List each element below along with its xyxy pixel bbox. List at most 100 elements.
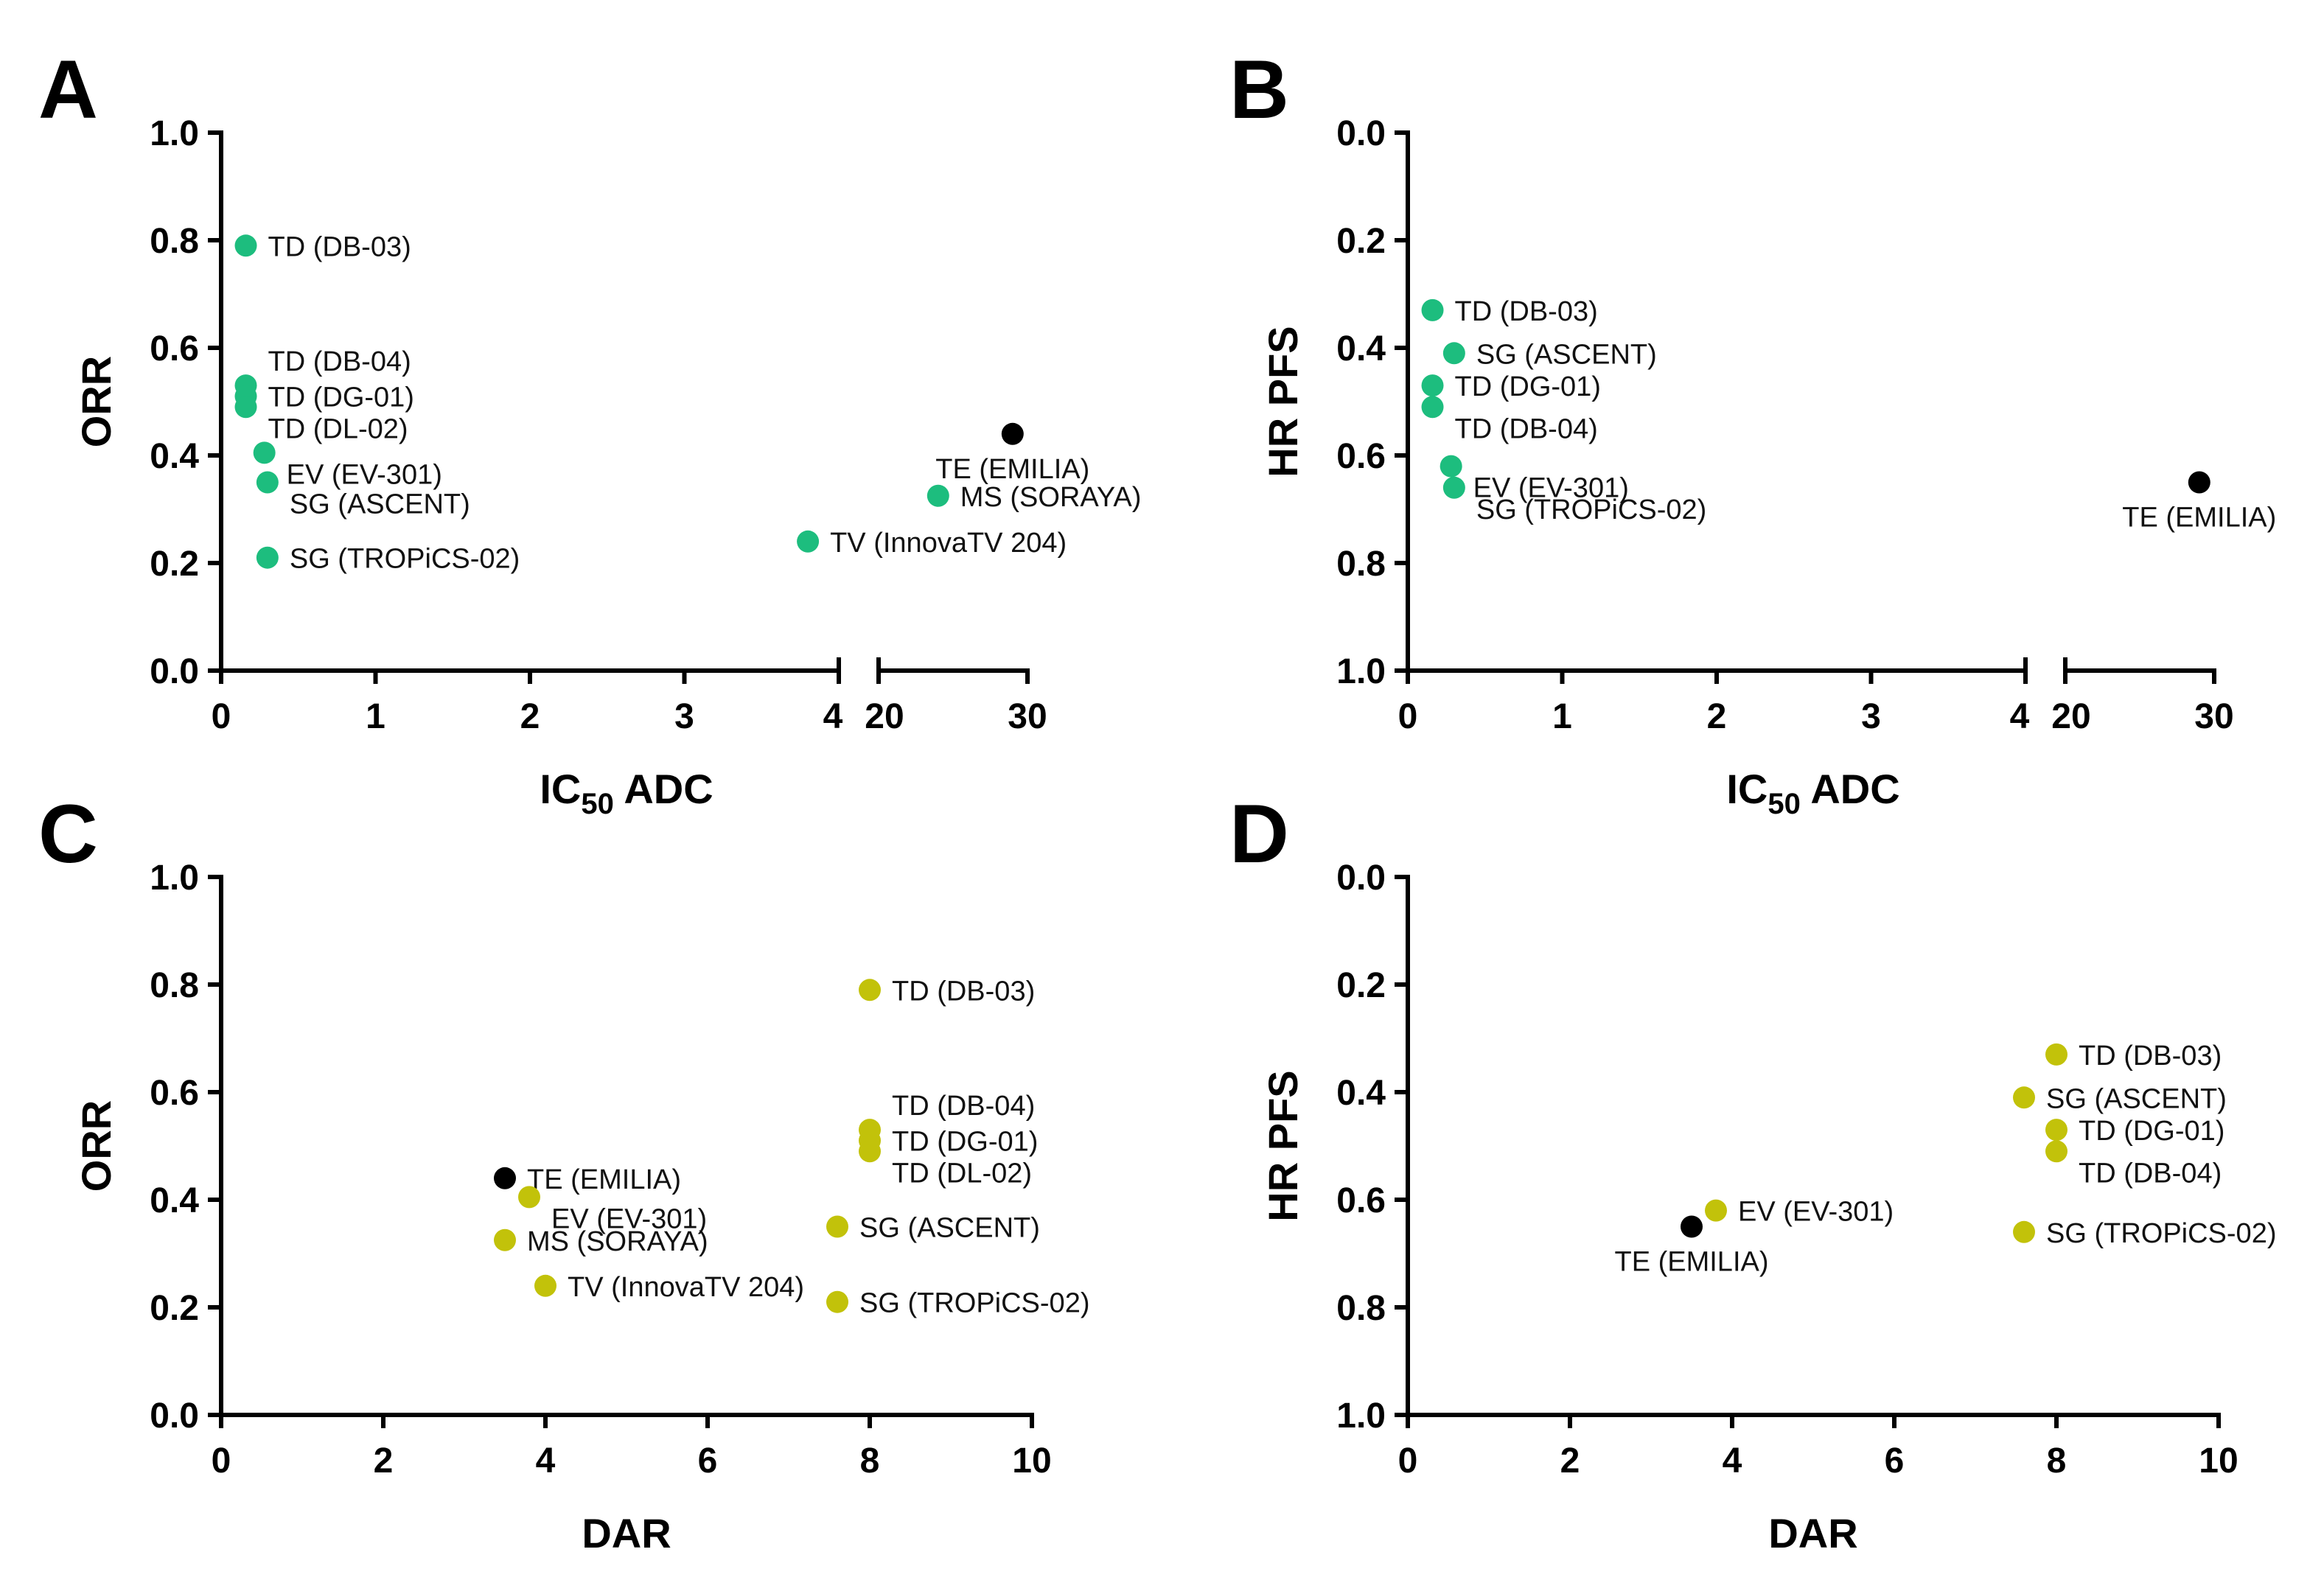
x-tick-label: 4 [2010, 697, 2030, 736]
y-tick-label: 1.0 [1336, 1397, 1386, 1436]
panel-letter: C [38, 788, 98, 880]
data-label: TD (DG-01) [892, 1127, 1038, 1158]
x-tick-label: 6 [1885, 1441, 1905, 1481]
x-tick-label: 0 [212, 697, 231, 736]
data-point [1001, 422, 1024, 445]
data-point [1421, 298, 1444, 321]
x-axis-title: IC50 ADC [540, 766, 713, 820]
data-point [1442, 342, 1465, 365]
x-tick-label: 1 [366, 697, 385, 736]
x-tick-label: 2 [520, 697, 540, 736]
y-tick-label: 0.2 [150, 545, 199, 584]
y-tick-label: 0.8 [150, 966, 199, 1005]
panel-letter: A [38, 43, 98, 136]
data-point [1705, 1199, 1727, 1222]
data-label: TV (InnovaTV 204) [568, 1272, 804, 1303]
data-point [234, 234, 257, 257]
y-tick-label: 1.0 [150, 114, 199, 153]
data-point [859, 1140, 881, 1163]
x-tick-label: 0 [212, 1441, 231, 1481]
x-tick-label: 4 [823, 697, 843, 736]
y-tick-label: 0.4 [1336, 1074, 1386, 1113]
x-axis-title-main: DAR [582, 1510, 671, 1556]
x-axis-title-main: IC [540, 766, 581, 812]
data-point [256, 546, 279, 569]
data-label: TD (DB-04) [892, 1091, 1035, 1122]
data-label: MS (SORAYA) [527, 1226, 708, 1257]
data-label: SG (TROPiCS-02) [2046, 1218, 2276, 1249]
data-label: MS (SORAYA) [960, 482, 1142, 513]
y-tick-label: 0.0 [150, 652, 199, 691]
x-tick-label: 0 [1398, 1441, 1418, 1481]
x-tick-label: 30 [2194, 697, 2233, 736]
x-tick-label: 10 [2199, 1441, 2238, 1481]
data-point [927, 484, 949, 507]
data-point [2045, 1043, 2067, 1066]
x-tick-label: 4 [536, 1441, 556, 1481]
y-tick-label: 0.0 [1336, 859, 1386, 898]
data-label: SG (ASCENT) [2046, 1083, 2227, 1114]
x-axis-title: DAR [1768, 1510, 1857, 1556]
data-label: TD (DG-01) [2079, 1116, 2224, 1147]
y-tick-label: 0.2 [1336, 966, 1386, 1005]
x-tick-label: 6 [698, 1441, 718, 1481]
y-tick-label: 0.6 [1336, 437, 1386, 476]
x-tick-label: 1 [1552, 697, 1572, 736]
x-tick-label: 3 [1861, 697, 1881, 736]
panel-letter: B [1229, 43, 1289, 136]
panel-a: A 0 1 2 3 4 20 30 0.0 0.2 0.4 0.6 0.8 1.0 IC50 ADC ORR T… [38, 43, 1141, 820]
x-axis-title-main: IC [1726, 766, 1768, 812]
x-tick-label: 0 [1398, 697, 1418, 736]
data-label: TD (DL-02) [268, 413, 408, 444]
data-point [494, 1167, 516, 1189]
data-label: EV (EV-301) [1738, 1197, 1894, 1228]
y-axis-title: HR PFS [1260, 326, 1306, 477]
x-tick-label: 20 [2051, 697, 2090, 736]
x-tick-label: 8 [2047, 1441, 2067, 1481]
data-point [2013, 1220, 2035, 1243]
y-tick-label: 0.8 [1336, 545, 1386, 584]
y-axis-title: ORR [73, 1100, 119, 1192]
data-point [826, 1215, 848, 1238]
data-point [859, 979, 881, 1002]
data-label: SG (ASCENT) [859, 1213, 1040, 1244]
x-axis-title-subscript: 50 [1768, 788, 1801, 820]
y-axis-title: HR PFS [1260, 1070, 1306, 1221]
data-label: SG (ASCENT) [1476, 339, 1657, 370]
x-tick-label: 4 [1723, 1441, 1742, 1481]
data-point [518, 1186, 540, 1209]
y-tick-label: 0.4 [1336, 329, 1386, 368]
data-point [2013, 1086, 2035, 1109]
y-axis-title: ORR [73, 356, 119, 447]
y-tick-label: 0.6 [150, 329, 199, 368]
x-tick-label: 20 [865, 697, 904, 736]
data-label: TD (DB-04) [2079, 1158, 2222, 1189]
data-label: TD (DB-03) [1455, 296, 1598, 327]
data-label: TE (EMILIA) [935, 454, 1089, 485]
x-tick-label: 2 [1707, 697, 1727, 736]
data-point [1442, 476, 1465, 499]
panel-b: B 0 1 2 3 4 20 30 0.0 0.2 0.4 0.6 0.8 1.0 IC50 ADC HR P… [1229, 43, 2276, 820]
data-label: TD (DB-03) [892, 976, 1035, 1007]
data-point [534, 1274, 556, 1297]
data-label: TD (DB-03) [2079, 1041, 2222, 1072]
x-tick-label: 8 [860, 1441, 880, 1481]
data-label: TE (EMILIA) [527, 1164, 681, 1195]
data-label: TV (InnovaTV 204) [830, 528, 1067, 559]
data-label: SG (TROPiCS-02) [1476, 494, 1706, 525]
x-axis-title-main: DAR [1768, 1510, 1857, 1556]
data-point [797, 530, 820, 553]
y-tick-label: 0.4 [150, 1181, 199, 1220]
data-point [494, 1228, 516, 1251]
y-tick-label: 0.0 [150, 1397, 199, 1436]
data-label: TD (DG-01) [1455, 371, 1601, 402]
data-point [826, 1290, 848, 1313]
data-label: TD (DB-03) [268, 231, 411, 262]
data-point [2045, 1140, 2067, 1163]
data-label: EV (EV-301) [551, 1203, 707, 1234]
data-label: SG (TROPiCS-02) [859, 1288, 1089, 1319]
data-point [256, 471, 279, 494]
data-label: SG (ASCENT) [290, 489, 470, 520]
y-tick-label: 0.8 [1336, 1289, 1386, 1328]
y-tick-label: 1.0 [1336, 652, 1386, 691]
